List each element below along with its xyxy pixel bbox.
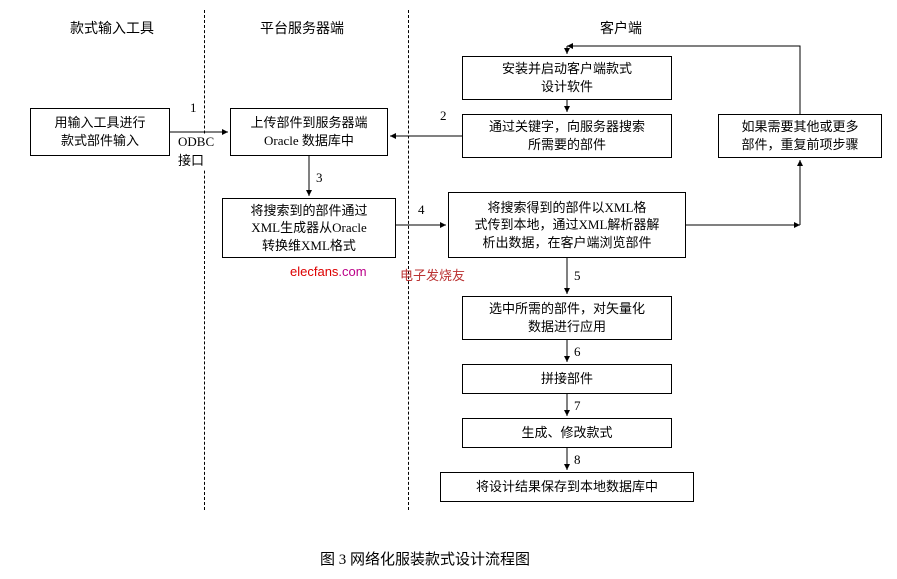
header-col1: 款式输入工具	[70, 18, 154, 38]
figure-caption: 图 3 网络化服装款式设计流程图	[320, 548, 530, 569]
header-col3: 客户端	[600, 18, 642, 38]
node-generate: 生成、修改款式	[462, 418, 672, 448]
divider-2	[408, 10, 409, 510]
divider-1	[204, 10, 205, 510]
edge-label-5: 5	[574, 268, 581, 284]
node-assemble: 拼接部件	[462, 364, 672, 394]
edge-label-7: 7	[574, 398, 581, 414]
node-client-install: 安装并启动客户端款式设计软件	[462, 56, 672, 100]
edge-label-2: 2	[440, 108, 447, 124]
node-need-more: 如果需要其他或更多部件，重复前项步骤	[718, 114, 882, 158]
watermark-cn: 电子发烧友	[400, 265, 465, 284]
node-upload-oracle: 上传部件到服务器端Oracle 数据库中	[230, 108, 388, 156]
node-client-search: 通过关键字，向服务器搜索所需要的部件	[462, 114, 672, 158]
watermark-brand: elecfans	[290, 264, 338, 279]
edge-label-4: 4	[418, 202, 425, 218]
edge-label-3: 3	[316, 170, 323, 186]
node-client-xml-parse: 将搜索得到的部件以XML格式传到本地，通过XML解析器解析出数据，在客户端浏览部…	[448, 192, 686, 258]
edge-label-odbc: ODBC接口	[178, 134, 214, 169]
edge-label-6: 6	[574, 344, 581, 360]
node-xml-convert: 将搜索到的部件通过XML生成器从Oracle转换维XML格式	[222, 198, 396, 258]
node-input-tool: 用输入工具进行款式部件输入	[30, 108, 170, 156]
node-select-apply: 选中所需的部件，对矢量化数据进行应用	[462, 296, 672, 340]
node-save-local: 将设计结果保存到本地数据库中	[440, 472, 694, 502]
watermark-text: elecfans.com	[290, 264, 367, 279]
watermark-suffix: .com	[338, 264, 366, 279]
header-col2: 平台服务器端	[260, 18, 344, 38]
edge-label-8: 8	[574, 452, 581, 468]
edge-label-1: 1	[190, 100, 197, 116]
